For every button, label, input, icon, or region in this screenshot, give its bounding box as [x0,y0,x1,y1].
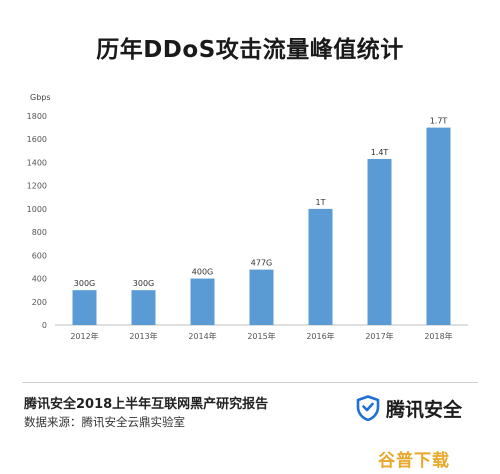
watermark-logo: 谷普下载 [378,451,450,471]
x-tick-label: 2015年 [247,331,275,341]
data-source: 数据来源：腾讯安全云鼎实验室 [24,415,185,429]
bar [426,127,451,325]
data-label: 300G [133,279,154,288]
data-label: 1.7T [430,117,448,126]
x-tick-label: 2016年 [306,331,334,341]
bar-chart: Gbps 0 200 400 600 800 1000 1200 1400 1600 1800 300… [27,93,468,341]
y-tick-label: 0 [42,321,47,330]
data-label: 477G [251,259,272,268]
brand-logo: 腾讯安全 [356,393,462,423]
x-tick-label: 2018年 [424,331,452,341]
y-tick-label: 1000 [27,205,47,214]
y-tick-label: 1200 [27,182,47,191]
data-label: 1.4T [371,148,389,157]
y-tick-label: 1800 [27,112,47,121]
y-tick-label: 200 [32,298,47,307]
x-tick-label: 2017年 [365,331,393,341]
y-tick-label: 1600 [27,135,47,144]
x-tick-label: 2012年 [70,331,98,341]
x-tick-label: 2014年 [188,331,216,341]
bar [131,290,156,325]
data-label: 300G [74,279,95,288]
y-axis-label: Gbps [30,93,51,102]
bar [190,278,215,325]
footer-divider [22,382,478,383]
report-title: 腾讯安全2018上半年互联网黑产研究报告 [24,397,269,412]
data-label: 1T [316,198,326,207]
brand-name: 腾讯安全 [386,398,463,421]
chart-title: 历年DDoS攻击流量峰值统计 [96,37,404,63]
bar [72,290,97,325]
x-tick-label: 2013年 [129,331,157,341]
bar [308,208,333,325]
shield-icon [356,395,380,421]
bar [249,269,274,325]
y-tick-label: 600 [32,251,47,260]
y-tick-label: 400 [32,275,47,284]
data-label: 400G [192,268,213,277]
y-tick-label: 1400 [27,158,47,167]
y-tick-label: 800 [32,228,47,237]
bar [367,158,392,325]
